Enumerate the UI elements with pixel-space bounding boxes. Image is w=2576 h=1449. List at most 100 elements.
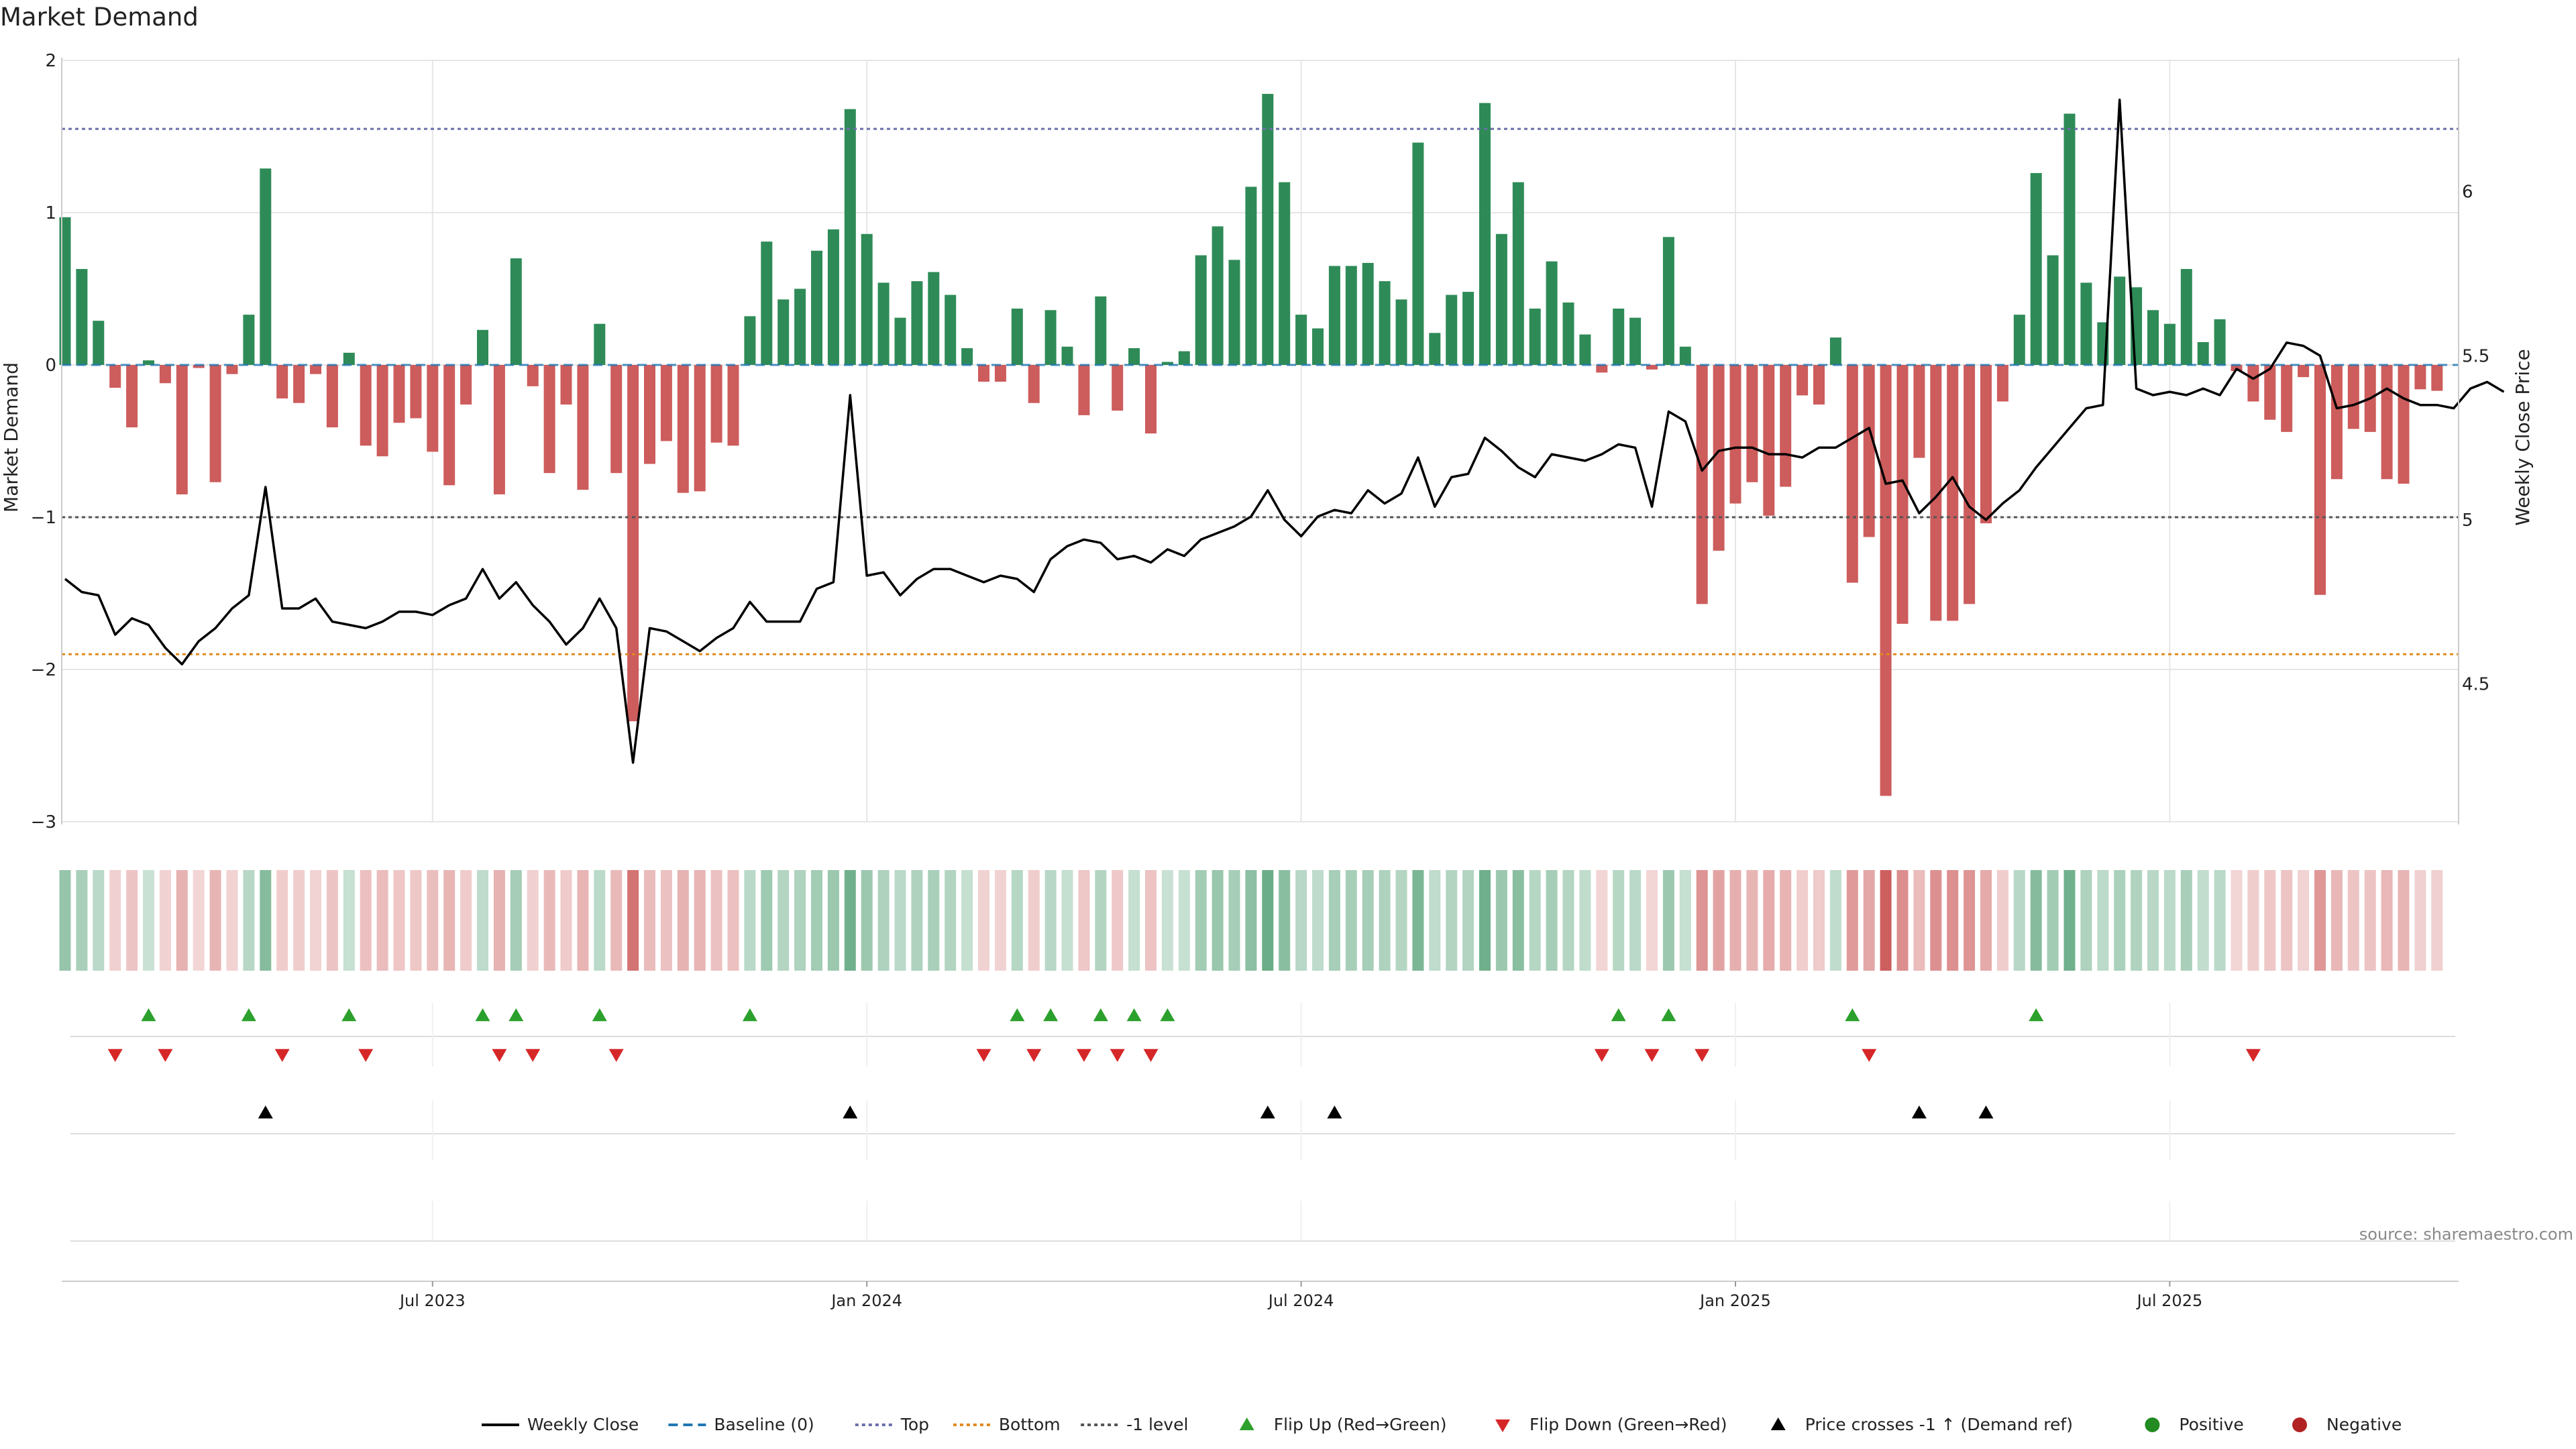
chart-title: Market Demand <box>0 3 199 32</box>
demand-bar <box>1279 182 1291 365</box>
demand-bar <box>2080 282 2092 365</box>
demand-bar <box>427 365 439 452</box>
demand-bar <box>1546 261 1558 365</box>
heat-cell <box>1613 870 1625 971</box>
heat-cell <box>1679 870 1691 971</box>
flip-up-marker <box>475 1008 490 1022</box>
legend-label: Negative <box>2326 1415 2402 1434</box>
heat-cell <box>644 870 655 971</box>
heat-cell <box>2364 870 2376 971</box>
demand-bar <box>1412 142 1424 365</box>
flip-down-marker <box>1695 1049 1710 1062</box>
heat-cell <box>1863 870 1875 971</box>
demand-bar <box>493 365 505 494</box>
flip-down-marker <box>107 1049 123 1062</box>
demand-bar <box>1629 317 1642 365</box>
demand-bar <box>1980 365 1992 524</box>
demand-bar <box>1228 260 1240 365</box>
heat-cell <box>260 870 272 971</box>
demand-bar <box>978 365 989 382</box>
demand-bar <box>594 323 606 365</box>
demand-bar <box>911 281 923 365</box>
heat-cell <box>159 870 171 971</box>
demand-bar <box>761 241 773 365</box>
heat-cell <box>844 870 856 971</box>
heat-cell <box>493 870 505 971</box>
demand-bar <box>2214 319 2226 365</box>
demand-bar <box>1562 302 1574 365</box>
y-tick-label: 2 <box>45 51 56 71</box>
demand-bar <box>1596 365 1608 373</box>
demand-bar <box>961 348 973 365</box>
y-tick-label: 0 <box>45 356 56 376</box>
legend-swatch-negative <box>2292 1417 2307 1432</box>
demand-bar <box>1112 365 1124 411</box>
demand-bar <box>2247 365 2259 402</box>
price-cross-marker <box>1911 1106 1927 1119</box>
flip-down-marker <box>1110 1049 1125 1062</box>
demand-bar <box>945 294 957 365</box>
demand-bar <box>193 365 205 368</box>
demand-bar <box>2298 365 2310 378</box>
demand-bar <box>1713 365 1725 551</box>
demand-bar <box>1145 365 1157 434</box>
source-note: source: sharemaestro.com <box>2359 1225 2573 1244</box>
heat-cell <box>594 870 606 971</box>
heat-cell <box>1796 870 1809 971</box>
demand-bar <box>93 321 105 365</box>
demand-bar <box>2398 365 2410 484</box>
demand-bar <box>1529 309 1541 365</box>
flip-up-marker <box>1160 1008 1175 1022</box>
demand-bar <box>1880 365 1892 796</box>
y-tick-label: 1 <box>45 203 56 223</box>
demand-bar <box>1295 315 1307 365</box>
demand-bar <box>260 168 272 366</box>
demand-bar <box>2314 365 2326 595</box>
demand-bar <box>677 365 689 493</box>
demand-bar <box>861 233 873 365</box>
heat-cell <box>2214 870 2226 971</box>
heat-cell <box>176 870 188 971</box>
heat-cell <box>1395 870 1407 971</box>
demand-bar <box>2431 365 2443 391</box>
legend-label: Flip Down (Green→Red) <box>1529 1415 1727 1434</box>
demand-bar <box>1512 182 1524 365</box>
demand-bar <box>1262 93 1274 365</box>
demand-bar <box>1312 328 1324 365</box>
demand-bar <box>1930 365 1942 621</box>
demand-bar <box>2414 365 2426 390</box>
main-grid <box>62 60 2459 822</box>
heat-cell <box>811 870 822 971</box>
heat-cell <box>1629 870 1642 971</box>
heat-cell <box>1562 870 1574 971</box>
heat-cell <box>1145 870 1157 971</box>
demand-bar <box>1846 365 1858 583</box>
demand-bar <box>627 365 639 722</box>
demand-bar <box>2381 365 2393 480</box>
heat-cell <box>2180 870 2192 971</box>
demand-bar <box>209 365 221 482</box>
heat-cell <box>1295 870 1307 971</box>
flip-up-marker <box>592 1008 607 1022</box>
heat-cell <box>1846 870 1858 971</box>
heat-cell <box>2097 870 2109 971</box>
demand-bar <box>2330 365 2343 480</box>
price-cross-marker <box>1978 1106 1994 1119</box>
flip-down-marker <box>1594 1049 1609 1062</box>
flip-down-marker <box>608 1049 624 1062</box>
heat-cell <box>727 870 739 971</box>
signal-panels <box>70 1003 2455 1242</box>
heat-cell <box>1044 870 1057 971</box>
flip-up-marker <box>2029 1008 2044 1022</box>
legend-swatch-positive <box>2145 1417 2160 1432</box>
demand-bar <box>176 365 188 494</box>
x-tick-label: Jul 2023 <box>398 1291 466 1310</box>
reference-lines <box>62 127 2459 655</box>
demand-heat-strip <box>59 870 2443 971</box>
flip-up-marker <box>1093 1008 1108 1022</box>
x-tick-label: Jan 2024 <box>830 1291 902 1310</box>
demand-bar <box>343 352 355 365</box>
heat-cell <box>1763 870 1775 971</box>
heat-cell <box>1529 870 1541 971</box>
heat-cell <box>226 870 238 971</box>
